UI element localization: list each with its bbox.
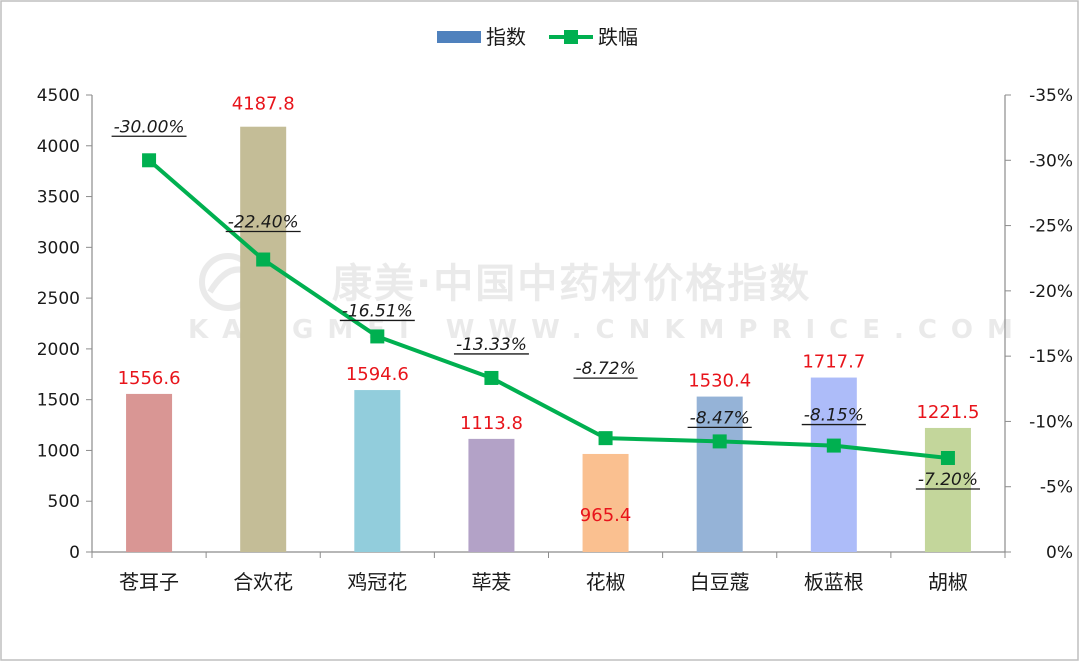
y-right-tick-label: -20% xyxy=(1029,282,1073,302)
category-label: 胡椒 xyxy=(928,570,968,594)
bar-value-label: 1556.6 xyxy=(118,368,181,389)
y-right-tick-label: -35% xyxy=(1029,86,1073,106)
decline-marker xyxy=(484,370,499,385)
category-labels: 苍耳子 合欢花 鸡冠花 荜茇 花椒 白豆蔻 板蓝根 胡椒 xyxy=(119,570,968,594)
category-label: 苍耳子 xyxy=(119,570,179,594)
bar xyxy=(810,377,857,552)
y-left-tick-label: 2500 xyxy=(37,289,80,309)
legend-bar-swatch xyxy=(437,31,481,43)
y-left-tick-label: 4500 xyxy=(37,86,80,106)
category-label: 鸡冠花 xyxy=(347,570,407,594)
legend-line-marker xyxy=(564,30,578,44)
bar-value-label: 1221.5 xyxy=(916,402,979,423)
watermark-text-cn: 康美·中国中药材价格指数 xyxy=(332,261,811,307)
bar xyxy=(696,396,743,552)
decline-marker xyxy=(826,438,841,453)
y-right-tick-label: -30% xyxy=(1029,151,1073,171)
category-label: 花椒 xyxy=(586,570,626,594)
decline-value-label: -22.40% xyxy=(228,213,299,233)
y-left-tick-label: 500 xyxy=(48,492,80,512)
bars xyxy=(126,126,971,553)
y-left-tick-label: 3500 xyxy=(37,188,80,208)
bar xyxy=(924,427,971,552)
decline-line xyxy=(147,158,949,460)
decline-marker xyxy=(940,450,955,465)
decline-marker xyxy=(598,431,613,446)
decline-marker xyxy=(712,434,727,449)
y-right-tick-label: -25% xyxy=(1029,217,1073,237)
bar-value-label: 4187.8 xyxy=(232,94,295,115)
category-label: 板蓝根 xyxy=(804,570,864,594)
decline-value-labels: -30.00% -22.40% -16.51% -13.33% -8.72% -8.47%… xyxy=(111,117,981,490)
y-left-tick-label: 1500 xyxy=(37,391,80,411)
legend-label-decline: 跌幅 xyxy=(598,25,638,49)
decline-value-label: -8.47% xyxy=(690,408,750,428)
y-right-tick-label: 0% xyxy=(1046,543,1073,563)
bar xyxy=(354,390,401,552)
y-left-tick-label: 4000 xyxy=(37,137,80,157)
y-right-tick-label: -5% xyxy=(1040,478,1073,498)
decline-value-label: -8.72% xyxy=(575,359,635,379)
decline-marker xyxy=(142,153,157,168)
bar xyxy=(582,453,629,552)
y-left-tick-label: 0 xyxy=(69,543,80,563)
y-left-tick-label: 3000 xyxy=(37,238,80,258)
bar-value-label: 1717.7 xyxy=(802,352,865,373)
decline-value-label: -13.33% xyxy=(456,335,527,355)
decline-marker xyxy=(256,252,271,267)
y-left-tick-label: 1000 xyxy=(37,441,80,461)
y-left-tick-label: 2000 xyxy=(37,340,80,360)
watermark: 康美·中国中药材价格指数 KANGMEI WWW.CNKMPRICE.COM xyxy=(188,253,1027,345)
decline-value-label: -7.20% xyxy=(918,470,978,490)
category-label: 荜茇 xyxy=(471,570,511,594)
legend: 指数 跌幅 xyxy=(437,25,638,49)
decline-marker xyxy=(370,329,385,344)
decline-value-label: -8.15% xyxy=(804,406,864,426)
decline-line-series xyxy=(142,153,955,465)
bar-value-label: 1530.4 xyxy=(688,371,751,392)
bar-value-label: 1594.6 xyxy=(346,364,409,385)
decline-value-label: -30.00% xyxy=(114,117,185,137)
watermark-text-en: KANGMEI WWW.CNKMPRICE.COM xyxy=(188,315,1027,345)
bar-value-labels: 1556.6 4187.8 1594.6 1113.8 965.4 1530.4 1717.… xyxy=(118,94,980,526)
bar xyxy=(126,393,173,552)
legend-item-line: 跌幅 xyxy=(549,25,638,49)
legend-item-bar: 指数 xyxy=(437,25,526,49)
legend-label-index: 指数 xyxy=(486,25,526,49)
bar-value-label: 965.4 xyxy=(580,505,632,526)
bar-value-label: 1113.8 xyxy=(460,413,523,434)
y-right-tick-label: -15% xyxy=(1029,347,1073,367)
decline-value-label: -16.51% xyxy=(342,301,413,321)
bar xyxy=(240,126,287,553)
category-label: 合欢花 xyxy=(233,570,293,594)
axes: 0 500 1000 1500 2000 2500 3000 3500 4000 4500 0% -5… xyxy=(37,86,1073,563)
category-label: 白豆蔻 xyxy=(690,570,750,594)
y-right-tick-label: -10% xyxy=(1029,412,1073,432)
bar xyxy=(468,438,515,552)
